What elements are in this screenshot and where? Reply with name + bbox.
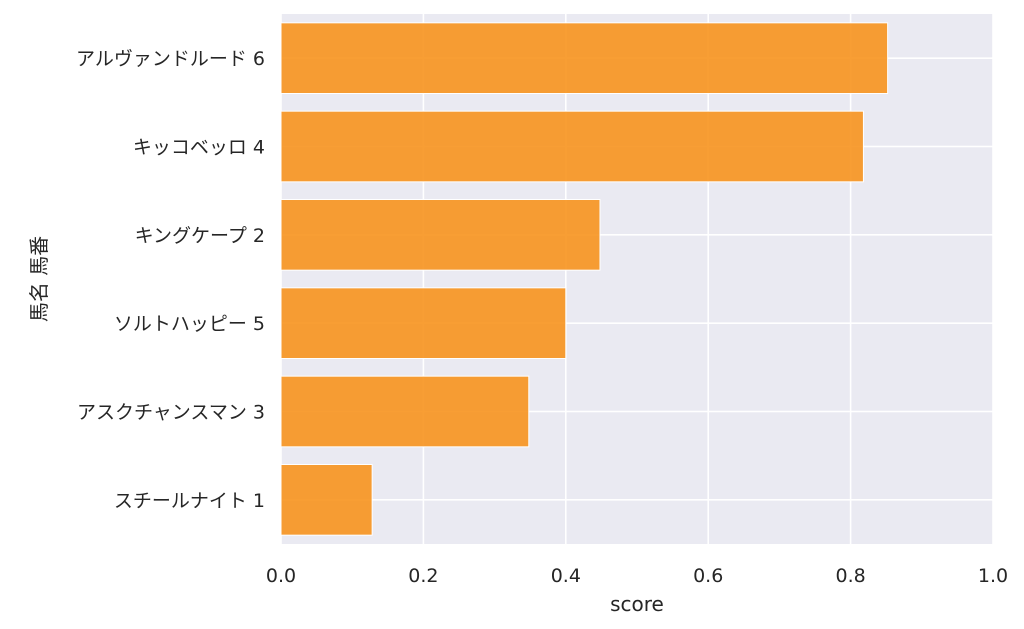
y-tick-label: ソルトハッピー 5 bbox=[114, 313, 265, 335]
x-tick-label: 0.2 bbox=[408, 565, 438, 587]
x-tick-labels: 0.0 0.2 0.4 0.6 0.8 1.0 bbox=[266, 565, 1008, 587]
vertical-gridlines bbox=[280, 14, 994, 544]
y-axis-title: 馬名 馬番 bbox=[27, 236, 51, 322]
x-tick-label: 1.0 bbox=[978, 565, 1008, 587]
bar bbox=[280, 110, 864, 183]
y-tick-label: キングケープ 2 bbox=[135, 225, 265, 247]
bar bbox=[280, 464, 373, 536]
bar bbox=[280, 22, 889, 94]
y-tick-label: スチールナイト 1 bbox=[114, 490, 265, 512]
plot-background bbox=[281, 14, 993, 544]
x-tick-label: 0.0 bbox=[266, 565, 296, 587]
x-axis-title: score bbox=[610, 592, 664, 616]
y-tick-label: キッコベッロ 4 bbox=[133, 137, 265, 159]
x-tick-label: 0.8 bbox=[835, 565, 865, 587]
bar bbox=[280, 199, 601, 271]
y-tick-label: アスクチャンスマン 3 bbox=[77, 402, 265, 424]
bars bbox=[280, 22, 889, 536]
y-tick-label: アルヴァンドルード 6 bbox=[76, 48, 265, 70]
x-tick-label: 0.4 bbox=[551, 565, 581, 587]
x-tick-label: 0.6 bbox=[693, 565, 723, 587]
bar bbox=[280, 375, 530, 448]
bar bbox=[280, 287, 567, 360]
y-tick-labels: アルヴァンドルード 6 キッコベッロ 4 キングケープ 2 ソルトハッピー 5 アスクチ… bbox=[76, 48, 265, 512]
